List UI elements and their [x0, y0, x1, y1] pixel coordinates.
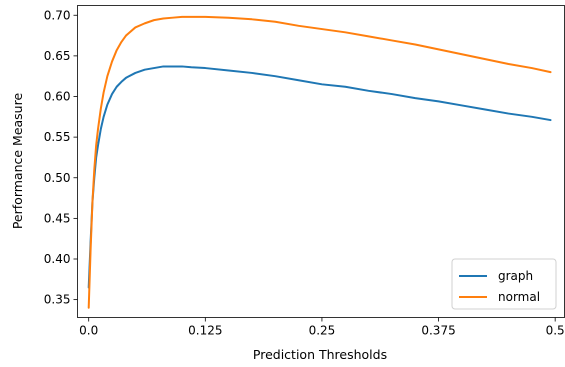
series-line-graph — [87, 65, 552, 289]
y-tick-label: 0.55 — [44, 130, 71, 144]
ticks-group: 0.0 0.125 0.25 0.375 0.5 0.35 0.40 0.45 0.50 0.55… — [44, 8, 565, 337]
x-axis-label: Prediction Thresholds — [253, 347, 387, 362]
y-tick-label: 0.35 — [44, 293, 71, 307]
x-tick-label: 0.375 — [421, 324, 455, 338]
y-tick-label: 0.40 — [44, 252, 71, 266]
y-tick-label: 0.65 — [44, 49, 71, 63]
series-line-normal — [87, 15, 552, 309]
x-tick-label: 0.5 — [546, 324, 565, 338]
x-tick-label: 0.25 — [309, 324, 336, 338]
legend: graph normal — [451, 258, 557, 310]
legend-label-graph: graph — [498, 269, 533, 283]
legend-label-normal: normal — [498, 290, 540, 304]
y-tick-label: 0.60 — [44, 90, 71, 104]
y-tick-label: 0.70 — [44, 8, 71, 22]
y-tick-label: 0.50 — [44, 171, 71, 185]
y-tick-label: 0.45 — [44, 211, 71, 225]
x-tick-label: 0.125 — [188, 324, 222, 338]
series-layer — [87, 15, 552, 309]
x-tick-label: 0.0 — [79, 324, 98, 338]
y-axis-label: Performance Measure — [10, 93, 25, 230]
